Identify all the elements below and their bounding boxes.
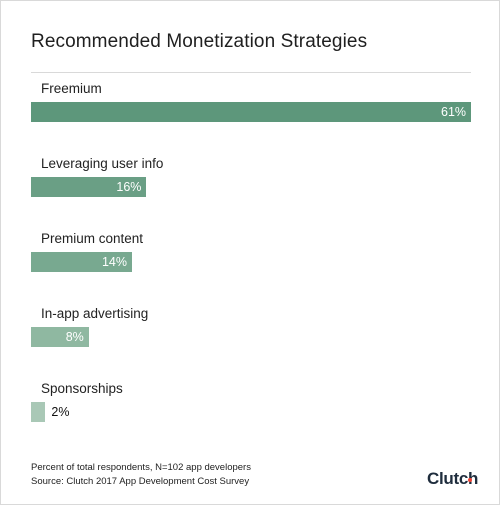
value-label: 61%	[441, 105, 467, 119]
bar	[31, 177, 147, 197]
category-label: Leveraging user info	[41, 156, 164, 171]
bar	[31, 102, 471, 122]
value-label: 8%	[65, 330, 84, 344]
category-label: In-app advertising	[41, 306, 149, 321]
footnote-source: Source: Clutch 2017 App Development Cost…	[31, 476, 250, 487]
category-label: Premium content	[41, 231, 144, 246]
bar	[31, 327, 89, 347]
footnote-respondents: Percent of total respondents, N=102 app …	[31, 462, 251, 473]
category-label: Freemium	[41, 81, 102, 96]
value-label: 16%	[116, 180, 142, 194]
chart-title: Recommended Monetization Strategies	[31, 31, 368, 52]
bar	[31, 252, 132, 272]
clutch-logo: Clutch	[427, 469, 479, 488]
value-label: 2%	[51, 405, 70, 419]
value-label: 14%	[101, 255, 127, 269]
title-divider	[31, 72, 471, 73]
category-label: Sponsorships	[41, 381, 123, 396]
clutch-logo-dot	[468, 478, 472, 482]
bar	[31, 402, 46, 422]
